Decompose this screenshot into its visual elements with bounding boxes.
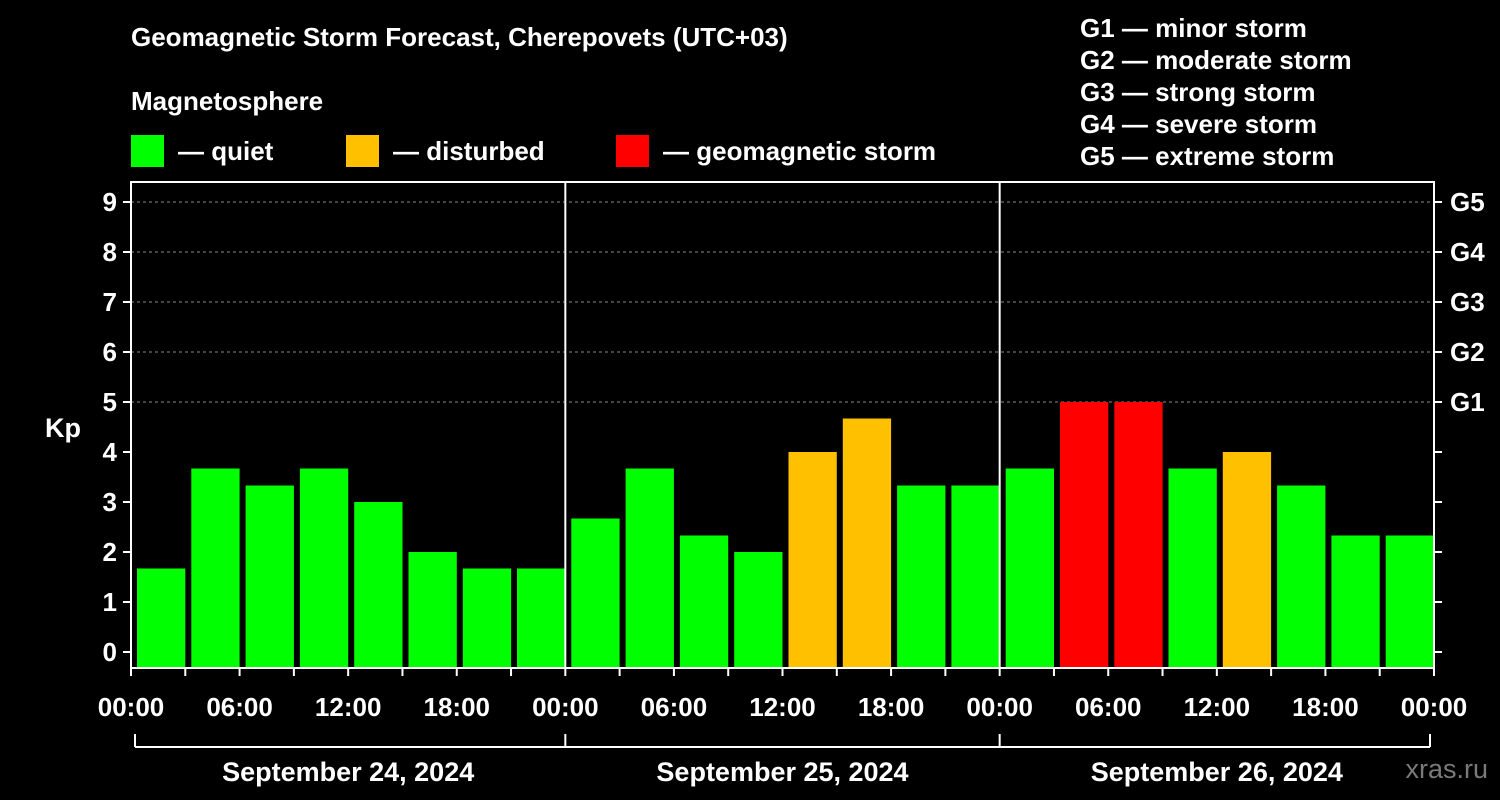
ytick-label-4: 4 [103, 437, 118, 467]
ytick-label-2: 2 [103, 537, 117, 567]
bar-18 [1114, 402, 1163, 668]
legend-swatch-disturbed [346, 135, 379, 167]
legend-item-storm: — geomagnetic storm [616, 135, 936, 167]
ytick-label-3: 3 [103, 487, 117, 517]
xtick-label-3: 18:00 [424, 692, 491, 722]
bar-20 [1222, 452, 1272, 668]
chart-title: Geomagnetic Storm Forecast, Cherepovets … [131, 22, 788, 52]
storm-level-g3: G3 — strong storm [1080, 77, 1316, 107]
storm-level-legend: G1 — minor storm G2 — moderate storm G3 … [1080, 12, 1352, 172]
day-label-1: September 25, 2024 [656, 757, 908, 787]
bar-8 [571, 518, 620, 668]
ytick-label-0: 0 [103, 637, 117, 667]
bar-5 [408, 552, 457, 668]
ytick-label-9: 9 [103, 187, 117, 217]
right-tick-label-g4: G4 [1450, 237, 1485, 267]
xtick-label-2: 12:00 [315, 692, 382, 722]
bar-14 [897, 485, 946, 668]
bar-12 [788, 452, 837, 668]
bar-23 [1385, 535, 1434, 668]
storm-level-g1: G1 — minor storm [1080, 13, 1307, 43]
ytick-label-6: 6 [103, 337, 117, 367]
bar-10 [679, 535, 729, 668]
legend-item-quiet: — quiet [131, 135, 273, 167]
magnetosphere-label: Magnetosphere [131, 86, 324, 116]
storm-level-g4: G4 — severe storm [1080, 109, 1318, 139]
legend-swatch-storm [616, 135, 649, 167]
xtick-label-11: 18:00 [1292, 692, 1359, 722]
xtick-label-5: 06:00 [641, 692, 708, 722]
day-label-0: September 24, 2024 [222, 757, 474, 787]
bar-21 [1277, 485, 1326, 668]
bar-0 [137, 568, 186, 668]
right-tick-label-g3: G3 [1450, 287, 1485, 317]
legend-label-storm: — geomagnetic storm [663, 135, 937, 166]
bar-22 [1331, 535, 1380, 668]
right-tick-label-g5: G5 [1450, 187, 1485, 217]
bar-7 [517, 568, 566, 668]
storm-level-g2: G2 — moderate storm [1080, 45, 1352, 75]
xtick-label-10: 12:00 [1184, 692, 1251, 722]
bar-15 [951, 485, 1000, 668]
bar-9 [625, 468, 674, 668]
storm-level-g5: G5 — extreme storm [1080, 141, 1335, 171]
y-axis-label: Kp [45, 413, 81, 443]
right-tick-label-g2: G2 [1450, 337, 1485, 367]
bar-19 [1168, 468, 1217, 668]
day-label-2: September 26, 2024 [1091, 757, 1343, 787]
bar-13 [842, 418, 892, 668]
bar-11 [734, 552, 783, 668]
xtick-label-8: 00:00 [966, 692, 1033, 722]
ytick-label-5: 5 [103, 387, 117, 417]
bar-17 [1060, 402, 1109, 668]
xtick-label-9: 06:00 [1075, 692, 1142, 722]
ytick-label-7: 7 [103, 287, 117, 317]
bar-2 [245, 485, 294, 668]
xtick-label-6: 12:00 [749, 692, 816, 722]
bar-1 [191, 468, 240, 668]
legend-label-disturbed: — disturbed [393, 135, 545, 166]
bar-4 [354, 502, 403, 668]
xtick-label-1: 06:00 [206, 692, 273, 722]
right-tick-label-g1: G1 [1450, 387, 1485, 417]
xtick-label-0: 00:00 [98, 692, 165, 722]
bar-16 [1005, 468, 1054, 668]
bar-6 [462, 568, 512, 668]
ytick-label-8: 8 [103, 237, 117, 267]
legend-swatch-quiet [131, 135, 164, 167]
xtick-label-12: 00:00 [1401, 692, 1468, 722]
xtick-label-4: 00:00 [532, 692, 599, 722]
legend-label-quiet: — quiet [178, 135, 274, 166]
ytick-label-1: 1 [103, 587, 117, 617]
bar-3 [299, 468, 349, 668]
watermark: xras.ru [1405, 754, 1488, 784]
xtick-label-7: 18:00 [858, 692, 925, 722]
legend-item-disturbed: — disturbed [346, 135, 545, 167]
